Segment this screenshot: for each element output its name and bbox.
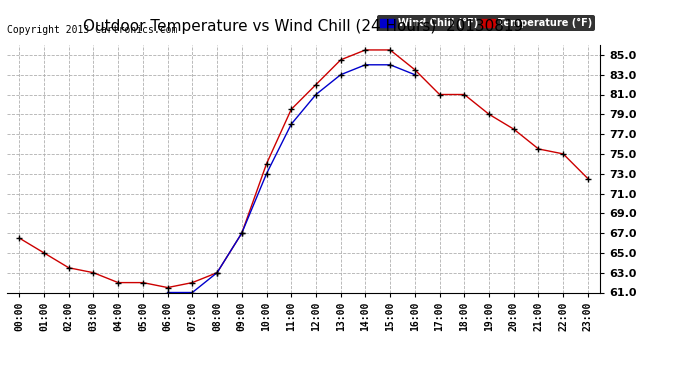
Legend: Wind Chill (°F), Temperature (°F): Wind Chill (°F), Temperature (°F) — [377, 15, 595, 31]
Text: Copyright 2013 Cartronics.com: Copyright 2013 Cartronics.com — [7, 25, 177, 35]
Text: Outdoor Temperature vs Wind Chill (24 Hours)  20130819: Outdoor Temperature vs Wind Chill (24 Ho… — [83, 19, 524, 34]
